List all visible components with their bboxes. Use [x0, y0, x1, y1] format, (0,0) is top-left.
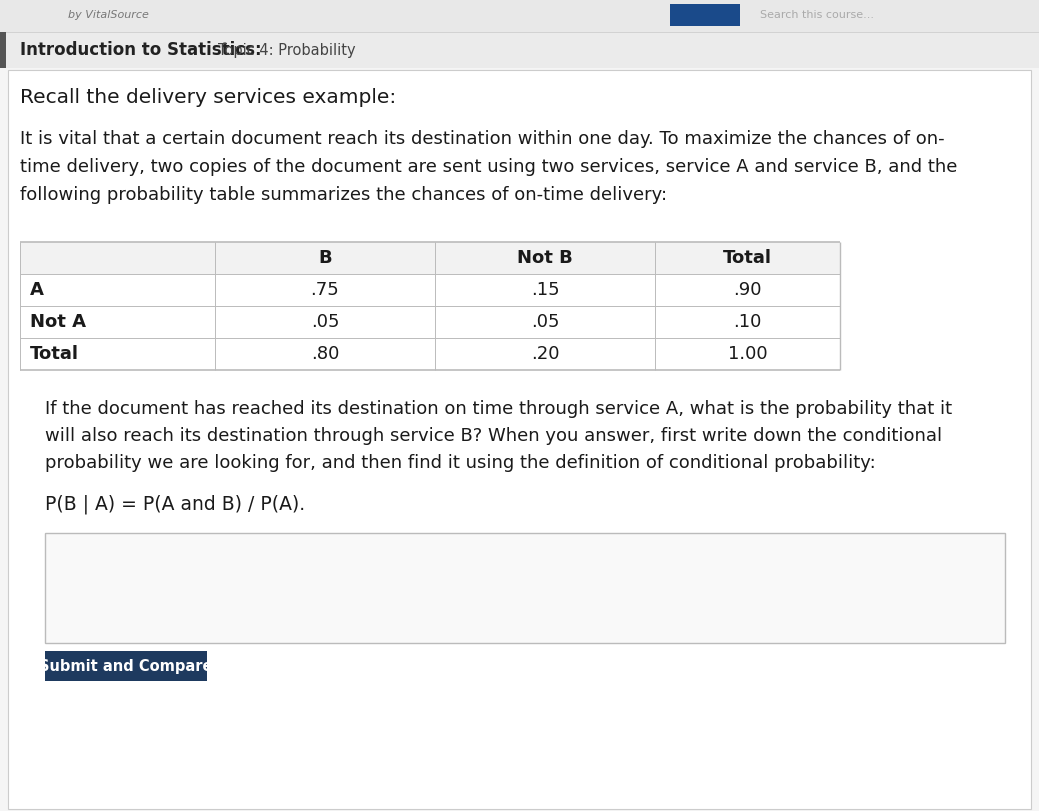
- Bar: [20, 242, 840, 274]
- Text: .20: .20: [531, 345, 559, 363]
- Text: Total: Total: [723, 249, 772, 267]
- Text: Submit and Compare: Submit and Compare: [39, 659, 213, 673]
- Bar: [0, 32, 6, 68]
- Text: Search this course...: Search this course...: [760, 10, 874, 20]
- Text: A: A: [30, 281, 44, 299]
- Text: If the document has reached its destination on time through service A, what is t: If the document has reached its destinat…: [45, 400, 952, 418]
- Text: .90: .90: [734, 281, 762, 299]
- Bar: [45, 651, 207, 681]
- Text: .80: .80: [311, 345, 339, 363]
- Text: following probability table summarizes the chances of on-time delivery:: following probability table summarizes t…: [20, 186, 667, 204]
- Text: 1.00: 1.00: [727, 345, 768, 363]
- Bar: [20, 274, 840, 306]
- Text: Total: Total: [30, 345, 79, 363]
- Bar: [670, 4, 740, 26]
- Text: P(B | A) = P(A and B) / P(A).: P(B | A) = P(A and B) / P(A).: [45, 495, 305, 514]
- Bar: [45, 533, 1005, 643]
- Text: Recall the delivery services example:: Recall the delivery services example:: [20, 88, 396, 107]
- Text: by VitalSource: by VitalSource: [68, 10, 149, 20]
- Text: probability we are looking for, and then find it using the definition of conditi: probability we are looking for, and then…: [45, 454, 876, 472]
- Text: .10: .10: [734, 313, 762, 331]
- Text: Introduction to Statistics:: Introduction to Statistics:: [20, 41, 262, 59]
- Text: .05: .05: [531, 313, 559, 331]
- Text: .05: .05: [311, 313, 340, 331]
- Bar: [0, 32, 1039, 68]
- Text: Not A: Not A: [30, 313, 86, 331]
- Text: .15: .15: [531, 281, 559, 299]
- Bar: [20, 338, 840, 370]
- Bar: [20, 306, 840, 338]
- Text: time delivery, two copies of the document are sent using two services, service A: time delivery, two copies of the documen…: [20, 158, 957, 176]
- Text: Not B: Not B: [517, 249, 572, 267]
- Text: It is vital that a certain document reach its destination within one day. To max: It is vital that a certain document reac…: [20, 130, 944, 148]
- Text: .75: .75: [311, 281, 340, 299]
- Text: Topic 4: Probability: Topic 4: Probability: [218, 42, 355, 58]
- Bar: [0, 0, 1039, 32]
- Text: B: B: [318, 249, 331, 267]
- Text: will also reach its destination through service B? When you answer, first write : will also reach its destination through …: [45, 427, 942, 445]
